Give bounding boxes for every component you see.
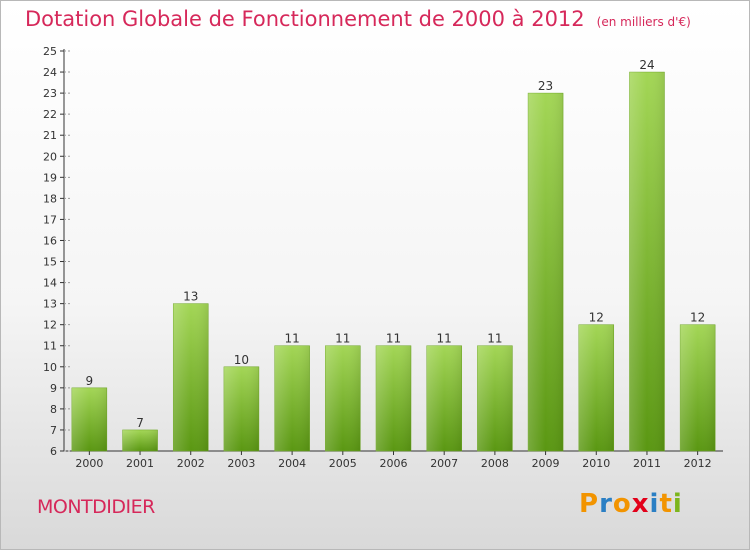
value-label: 10 (234, 353, 249, 367)
logo-letter: r (599, 489, 613, 519)
x-tick-label: 2000 (75, 457, 103, 470)
x-tick-label: 2005 (329, 457, 357, 470)
x-tick-label: 2010 (582, 457, 610, 470)
logo-letter: o (612, 489, 632, 519)
value-label: 11 (284, 332, 299, 346)
value-label: 23 (538, 79, 553, 93)
bar-shade (629, 72, 665, 451)
x-tick-label: 2008 (481, 457, 509, 470)
y-tick-label: 8 (50, 403, 57, 416)
y-tick-label: 24 (43, 66, 57, 79)
value-label: 13 (183, 290, 198, 304)
x-tick-label: 2003 (227, 457, 255, 470)
bar-shade (477, 345, 513, 451)
x-tick-label: 2007 (430, 457, 458, 470)
y-tick-label: 16 (43, 234, 57, 247)
y-tick-label: 13 (43, 298, 57, 311)
value-label: 12 (690, 311, 705, 325)
y-tick-label: 23 (43, 87, 57, 100)
y-tick-label: 6 (50, 445, 57, 458)
value-label: 11 (386, 332, 401, 346)
x-tick-label: 2004 (278, 457, 306, 470)
x-tick-label: 2002 (177, 457, 205, 470)
y-tick-label: 15 (43, 256, 57, 269)
bar-shade (528, 93, 564, 452)
logo-letter: i (672, 489, 683, 519)
bar-shade (122, 429, 158, 451)
y-tick-label: 21 (43, 129, 57, 142)
bar-shade (71, 387, 107, 451)
x-tick-label: 2009 (532, 457, 560, 470)
bar-shade (426, 345, 462, 451)
logo-letter: i (649, 489, 660, 519)
y-tick-label: 12 (43, 319, 57, 332)
proxiti-logo: Proxiti (579, 489, 683, 519)
logo-letter: P (579, 489, 600, 519)
value-label: 7 (136, 416, 144, 430)
logo-letter: x (631, 489, 650, 519)
y-tick-label: 22 (43, 108, 57, 121)
value-label: 24 (639, 58, 654, 72)
x-tick-label: 2012 (684, 457, 712, 470)
axes: 6 7 8 9 10 11 12 13 14 15 16 17 18 19 20 21 22 23 24 25 (43, 45, 723, 458)
y-tick-label: 18 (43, 192, 57, 205)
y-tick-label: 20 (43, 150, 57, 163)
bar-shade (680, 324, 716, 451)
labels: 9 2000 7 2001 13 2002 10 2003 11 2004 11 2005 11 2006… (75, 58, 711, 470)
y-tick-label: 14 (43, 277, 57, 290)
bar-shade (376, 345, 411, 451)
bar-shade (578, 324, 614, 451)
x-tick-label: 2001 (126, 457, 154, 470)
logo-letter: t (659, 489, 673, 519)
bars (71, 71, 716, 452)
chart-title: Dotation Globale de Fonctionnement de 20… (25, 7, 691, 31)
chart-title-text: Dotation Globale de Fonctionnement de 20… (25, 7, 585, 31)
bar-shade (173, 303, 209, 451)
y-tick-label: 17 (43, 213, 57, 226)
y-tick-label: 19 (43, 171, 57, 184)
commune-name: MONTDIDIER (37, 496, 155, 518)
value-label: 11 (437, 332, 452, 346)
bar-shade (223, 366, 259, 451)
y-tick-label: 10 (43, 361, 57, 374)
x-tick-label: 2006 (380, 457, 408, 470)
y-tick-label: 25 (43, 45, 57, 58)
x-tick-label: 2011 (633, 457, 661, 470)
y-tick-label: 7 (50, 424, 57, 437)
value-label: 11 (335, 332, 350, 346)
value-label: 9 (86, 374, 94, 388)
y-tick-label: 11 (43, 340, 57, 353)
chart-subtitle: (en milliers d'€) (596, 15, 691, 29)
bar-shade (274, 345, 310, 451)
bar-shade (325, 345, 361, 451)
y-tick-label: 9 (50, 382, 57, 395)
value-label: 12 (589, 311, 604, 325)
value-label: 11 (487, 332, 502, 346)
